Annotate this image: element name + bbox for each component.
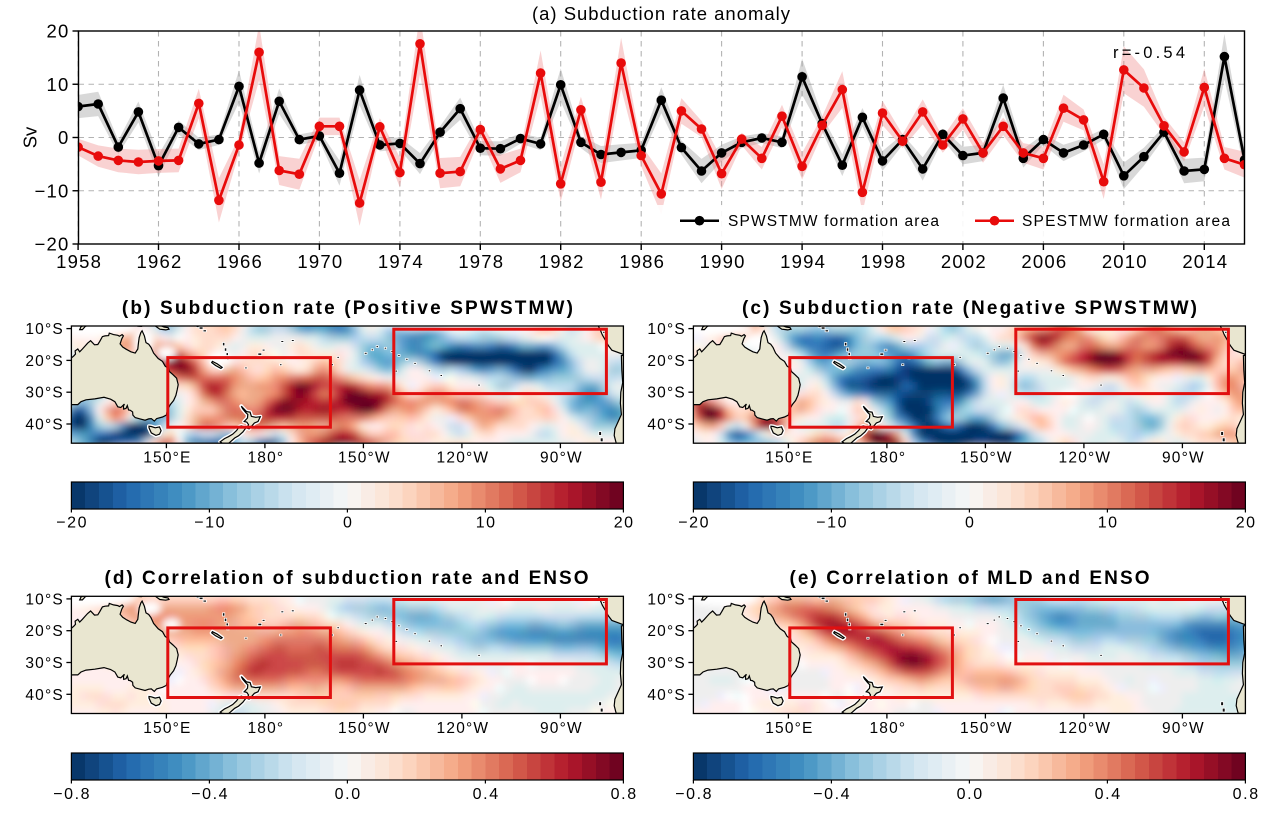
svg-text:20°S: 20°S <box>647 353 686 370</box>
svg-text:20°S: 20°S <box>647 623 686 640</box>
svg-text:−20: −20 <box>678 515 710 532</box>
svg-text:120°W: 120°W <box>437 720 490 737</box>
svg-text:30°S: 30°S <box>647 385 686 402</box>
svg-text:1998: 1998 <box>861 251 907 272</box>
svg-text:0.4: 0.4 <box>473 786 500 803</box>
svg-text:10: 10 <box>1098 515 1119 532</box>
svg-text:40°S: 40°S <box>647 417 686 434</box>
svg-text:90°W: 90°W <box>540 450 583 467</box>
svg-text:150°E: 150°E <box>143 450 191 467</box>
svg-text:1994: 1994 <box>780 251 826 272</box>
svg-text:180°: 180° <box>869 720 906 737</box>
svg-text:10°S: 10°S <box>647 591 686 608</box>
svg-text:1958: 1958 <box>56 251 102 272</box>
svg-text:40°S: 40°S <box>647 687 686 704</box>
svg-text:2002: 2002 <box>941 251 987 272</box>
svg-text:40°S: 40°S <box>25 687 64 704</box>
svg-text:1986: 1986 <box>619 251 665 272</box>
svg-text:0.0: 0.0 <box>335 786 362 803</box>
svg-text:180°: 180° <box>247 450 284 467</box>
svg-text:150°W: 150°W <box>338 450 391 467</box>
svg-text:0.0: 0.0 <box>957 786 984 803</box>
svg-text:150°W: 150°W <box>338 720 391 737</box>
svg-text:−10: −10 <box>816 515 848 532</box>
svg-text:180°: 180° <box>247 720 284 737</box>
svg-text:20: 20 <box>614 515 635 532</box>
svg-text:Sv: Sv <box>20 126 41 148</box>
svg-text:90°W: 90°W <box>1162 720 1205 737</box>
svg-text:10: 10 <box>476 515 497 532</box>
svg-text:(d) Correlation of subduction: (d) Correlation of subduction rate and E… <box>105 568 589 589</box>
svg-text:0: 0 <box>343 515 354 532</box>
svg-text:90°W: 90°W <box>540 720 583 737</box>
svg-text:1966: 1966 <box>217 251 263 272</box>
svg-text:1982: 1982 <box>539 251 585 272</box>
svg-text:−0.8: −0.8 <box>675 786 713 803</box>
svg-text:−0.4: −0.4 <box>813 786 851 803</box>
svg-text:(b) Subduction rate (Positive: (b) Subduction rate (Positive SPWSTMW) <box>122 298 573 319</box>
svg-text:20: 20 <box>47 21 70 42</box>
svg-text:150°E: 150°E <box>765 450 813 467</box>
svg-text:20°S: 20°S <box>25 353 64 370</box>
svg-text:−20: −20 <box>56 515 88 532</box>
svg-text:0: 0 <box>58 127 70 148</box>
svg-text:1962: 1962 <box>137 251 183 272</box>
svg-text:−0.8: −0.8 <box>53 786 91 803</box>
svg-text:10°S: 10°S <box>25 321 64 338</box>
svg-text:150°W: 150°W <box>960 450 1013 467</box>
svg-text:180°: 180° <box>869 450 906 467</box>
svg-text:90°W: 90°W <box>1162 450 1205 467</box>
svg-text:2010: 2010 <box>1102 251 1148 272</box>
svg-text:−20: −20 <box>35 234 70 255</box>
svg-text:150°E: 150°E <box>765 720 813 737</box>
svg-text:1970: 1970 <box>297 251 343 272</box>
svg-text:120°W: 120°W <box>437 450 490 467</box>
svg-text:30°S: 30°S <box>25 655 64 672</box>
svg-text:(a) Subduction rate anomaly: (a) Subduction rate anomaly <box>532 3 791 24</box>
svg-text:SPWSTMW formation area: SPWSTMW formation area <box>728 213 939 230</box>
svg-text:r=-0.54: r=-0.54 <box>1113 44 1185 62</box>
svg-text:150°E: 150°E <box>143 720 191 737</box>
svg-text:10°S: 10°S <box>647 321 686 338</box>
svg-text:40°S: 40°S <box>25 417 64 434</box>
svg-text:0: 0 <box>965 515 976 532</box>
svg-text:−10: −10 <box>194 515 226 532</box>
svg-text:2006: 2006 <box>1021 251 1067 272</box>
svg-text:1990: 1990 <box>700 251 746 272</box>
svg-text:30°S: 30°S <box>647 655 686 672</box>
svg-text:150°W: 150°W <box>960 720 1013 737</box>
svg-text:−0.4: −0.4 <box>191 786 229 803</box>
svg-text:0.4: 0.4 <box>1095 786 1122 803</box>
svg-text:1974: 1974 <box>378 251 424 272</box>
svg-text:120°W: 120°W <box>1059 720 1112 737</box>
svg-text:1978: 1978 <box>458 251 504 272</box>
svg-text:10: 10 <box>47 74 70 95</box>
svg-text:120°W: 120°W <box>1059 450 1112 467</box>
svg-text:−10: −10 <box>35 180 70 201</box>
svg-text:10°S: 10°S <box>25 591 64 608</box>
svg-text:0.8: 0.8 <box>611 786 638 803</box>
svg-text:20°S: 20°S <box>25 623 64 640</box>
svg-text:0.8: 0.8 <box>1233 786 1260 803</box>
svg-text:30°S: 30°S <box>25 385 64 402</box>
svg-text:20: 20 <box>1236 515 1257 532</box>
svg-text:SPESTMW formation area: SPESTMW formation area <box>1022 213 1230 230</box>
svg-text:2014: 2014 <box>1182 251 1228 272</box>
